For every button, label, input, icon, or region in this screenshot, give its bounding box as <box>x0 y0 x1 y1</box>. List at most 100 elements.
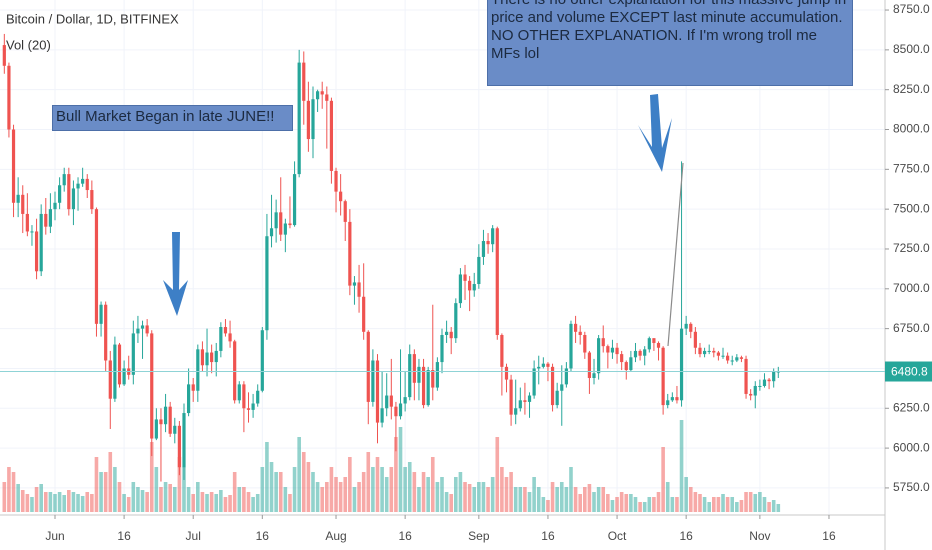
candle-body <box>712 350 716 353</box>
volume-bar <box>371 467 375 512</box>
volume-bar <box>500 467 504 512</box>
volume-bar <box>306 462 311 512</box>
volume-bar <box>758 492 762 512</box>
volume-bar <box>716 497 721 512</box>
volume-bar <box>477 482 481 512</box>
candle-body <box>417 366 421 383</box>
candle-body <box>274 212 278 229</box>
candle-body <box>597 338 601 374</box>
volume-bar <box>320 487 325 512</box>
volume-bar <box>117 482 122 512</box>
volume-bar <box>283 487 288 512</box>
volume-bar <box>292 467 297 512</box>
candle-body <box>85 178 89 191</box>
candle-body <box>772 371 776 382</box>
volume-bar <box>90 494 94 512</box>
candle-body <box>117 344 122 385</box>
volume-bar <box>140 490 145 512</box>
candle-body <box>150 333 154 439</box>
volume-bar <box>288 494 292 512</box>
candle-body <box>518 400 522 409</box>
volume-bar <box>394 437 398 512</box>
volume-bar <box>182 467 186 512</box>
x-tick-label: Jun <box>45 529 64 543</box>
volume-bar <box>721 494 725 512</box>
y-tick-label: 7750.0 <box>893 162 930 176</box>
volume-bar <box>103 472 108 512</box>
volume-bar <box>435 482 440 512</box>
volume-bar <box>688 487 693 512</box>
volume-bar <box>656 492 661 512</box>
candle-body <box>329 100 334 171</box>
volume-bar <box>532 477 536 512</box>
candle-body <box>205 352 209 366</box>
candle-body <box>71 188 76 210</box>
candle-body <box>620 354 624 363</box>
candle-body <box>491 228 495 245</box>
candle-body <box>675 397 679 401</box>
volume-bar <box>30 497 34 512</box>
candle-body <box>555 390 559 406</box>
candle-body <box>223 327 228 334</box>
candle-body <box>523 400 527 402</box>
volume-bar <box>71 492 76 512</box>
candle-body <box>21 194 25 214</box>
volume-bar <box>559 482 564 512</box>
volume-bar <box>131 482 136 512</box>
candle-body <box>357 282 361 297</box>
volume-bar <box>430 457 435 512</box>
candle-body <box>726 355 730 361</box>
volume-bar <box>186 487 191 512</box>
candle-body <box>371 360 375 402</box>
volume-bar <box>670 497 675 512</box>
volume-bar <box>265 442 269 512</box>
candle-body <box>670 397 674 401</box>
volume-bar <box>357 482 361 512</box>
volume-bar <box>629 494 633 512</box>
candle-body <box>527 395 532 402</box>
candle-body <box>767 379 771 382</box>
volume-bar <box>421 472 426 512</box>
candle-body <box>666 400 670 406</box>
volume-bar <box>776 504 781 512</box>
volume-bar <box>380 467 384 512</box>
volume-bar <box>495 437 500 512</box>
candle-body <box>44 213 48 227</box>
volume-bar <box>665 482 670 512</box>
volume-layer <box>2 420 781 512</box>
candle-body <box>481 241 486 257</box>
candle-body <box>454 303 458 339</box>
candle-body <box>592 373 596 379</box>
candle-body <box>297 62 301 175</box>
candle-body <box>537 366 541 369</box>
volume-bar <box>675 497 679 512</box>
volume-bar <box>196 482 200 512</box>
candle-layer <box>2 33 780 482</box>
candle-body <box>408 354 412 398</box>
candle-body <box>615 347 619 355</box>
candle-body <box>426 370 430 406</box>
volume-bar <box>486 487 490 512</box>
candle-body <box>541 363 545 367</box>
candle-body <box>744 358 748 394</box>
volume-bar <box>159 487 163 512</box>
volume-bar <box>467 484 472 512</box>
candle-body <box>339 191 343 202</box>
volume-bar <box>85 492 90 512</box>
volume-bar <box>43 492 48 512</box>
volume-bar <box>269 462 274 512</box>
candle-body <box>131 333 135 375</box>
annotation: Bull Market Began in late JUNE!! <box>52 105 293 131</box>
candle-body <box>749 393 753 396</box>
volume-bar <box>592 492 596 512</box>
volume-bar <box>583 487 587 512</box>
x-tick-label: Sep <box>468 529 490 543</box>
candle-body <box>656 342 661 348</box>
volume-bar <box>707 502 711 512</box>
volume-bar <box>606 494 610 512</box>
volume-bar <box>454 477 458 512</box>
volume-bar <box>177 457 182 512</box>
